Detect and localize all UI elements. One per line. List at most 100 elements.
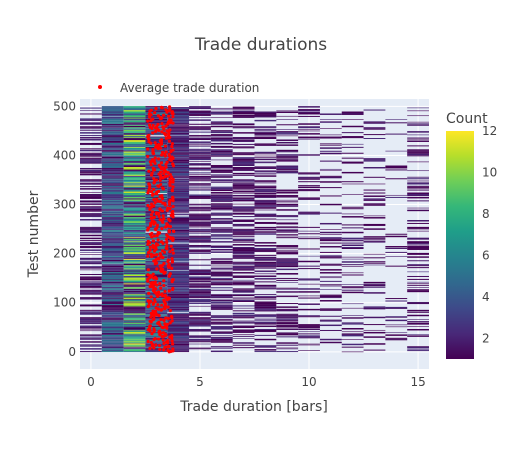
heatmap-cell	[123, 255, 146, 257]
heatmap-cell	[145, 334, 168, 336]
heatmap-cell	[80, 334, 102, 336]
average-point	[149, 252, 153, 256]
heatmap-cell	[298, 211, 320, 213]
heatmap-cell	[80, 237, 102, 240]
average-point	[155, 253, 159, 257]
heatmap-cell	[123, 139, 146, 141]
average-point	[153, 111, 157, 115]
heatmap-cell	[80, 159, 102, 161]
heatmap-cell	[101, 138, 124, 140]
heatmap-cell	[254, 334, 277, 336]
heatmap-cell	[210, 237, 233, 239]
heatmap-cell	[145, 298, 168, 299]
heatmap-cell	[298, 288, 320, 290]
heatmap-cell	[189, 123, 211, 125]
average-point	[171, 148, 175, 152]
heatmap-cell	[189, 230, 211, 232]
heatmap-cell	[407, 336, 429, 337]
heatmap-cell	[80, 158, 102, 160]
heatmap-cell	[232, 182, 255, 183]
heatmap-cell	[101, 162, 124, 163]
heatmap-cell	[254, 167, 277, 169]
heatmap-cell	[123, 118, 146, 119]
heatmap-cell	[167, 340, 190, 342]
heatmap-cell	[167, 237, 190, 239]
heatmap-cell	[407, 182, 429, 185]
average-point	[159, 182, 163, 187]
heatmap-cell	[167, 282, 190, 284]
heatmap-cell	[189, 335, 211, 336]
heatmap-cell	[298, 283, 320, 285]
heatmap-cell	[145, 217, 168, 219]
heatmap-cell	[123, 211, 146, 213]
heatmap-cell	[167, 213, 190, 215]
heatmap-cell	[80, 242, 102, 244]
heatmap-cell	[189, 107, 211, 110]
average-point	[160, 303, 164, 307]
heatmap-cell	[385, 166, 408, 169]
heatmap-cell	[189, 154, 211, 155]
heatmap-cell	[101, 256, 124, 259]
heatmap-cell	[254, 215, 277, 217]
heatmap-cell	[101, 332, 124, 334]
heatmap-cell	[167, 310, 190, 312]
heatmap-cell	[167, 302, 190, 304]
heatmap-cell	[145, 286, 168, 288]
heatmap-cell	[363, 316, 386, 319]
heatmap-cell	[385, 256, 408, 257]
average-point	[167, 105, 172, 109]
heatmap-cell	[189, 324, 211, 326]
heatmap-cell	[210, 227, 233, 229]
average-point	[161, 214, 165, 218]
heatmap-cell	[80, 196, 102, 199]
heatmap-cell	[167, 166, 190, 167]
heatmap-cell	[276, 157, 299, 159]
heatmap-cell	[210, 135, 233, 137]
average-point	[147, 123, 152, 127]
average-point	[171, 204, 175, 209]
heatmap-cell	[276, 131, 299, 133]
heatmap-cell	[407, 181, 429, 183]
heatmap-cell	[407, 123, 429, 124]
heatmap-cell	[167, 158, 190, 160]
heatmap-cell	[101, 284, 124, 286]
heatmap-cell	[167, 229, 190, 230]
heatmap-cell	[210, 109, 233, 111]
heatmap-cell	[145, 239, 168, 241]
average-point	[152, 253, 156, 257]
heatmap-column	[210, 108, 233, 353]
heatmap-cell	[189, 207, 211, 209]
heatmap-cell	[80, 196, 102, 198]
heatmap-cell	[407, 311, 429, 313]
heatmap-cell	[123, 222, 146, 225]
heatmap-cell	[254, 162, 277, 164]
heatmap-cell	[276, 141, 299, 144]
average-point	[148, 248, 152, 252]
heatmap-cell	[101, 246, 124, 247]
heatmap-cell	[407, 256, 429, 258]
heatmap-cell	[319, 300, 342, 302]
heatmap-cell	[167, 207, 190, 209]
heatmap-cell	[145, 204, 168, 206]
heatmap-cell	[167, 189, 190, 191]
heatmap-cell	[167, 126, 190, 129]
average-point	[152, 259, 156, 263]
heatmap-cell	[123, 266, 146, 268]
heatmap-cell	[276, 155, 299, 157]
heatmap-cell	[298, 197, 320, 199]
heatmap-cell	[210, 150, 233, 153]
heatmap-cell	[101, 339, 124, 340]
legend[interactable]: Average trade duration	[98, 81, 259, 95]
average-point	[150, 254, 154, 259]
heatmap-cell	[101, 320, 124, 322]
heatmap-cell	[101, 176, 124, 178]
heatmap-cell	[101, 147, 124, 149]
heatmap-cell	[167, 143, 190, 146]
heatmap-cell	[167, 272, 190, 274]
heatmap-cell	[254, 321, 277, 324]
heatmap-cell	[254, 331, 277, 333]
heatmap-cell	[298, 238, 320, 240]
heatmap-cell	[80, 192, 102, 193]
average-point	[157, 214, 161, 218]
heatmap-cell	[167, 219, 190, 221]
